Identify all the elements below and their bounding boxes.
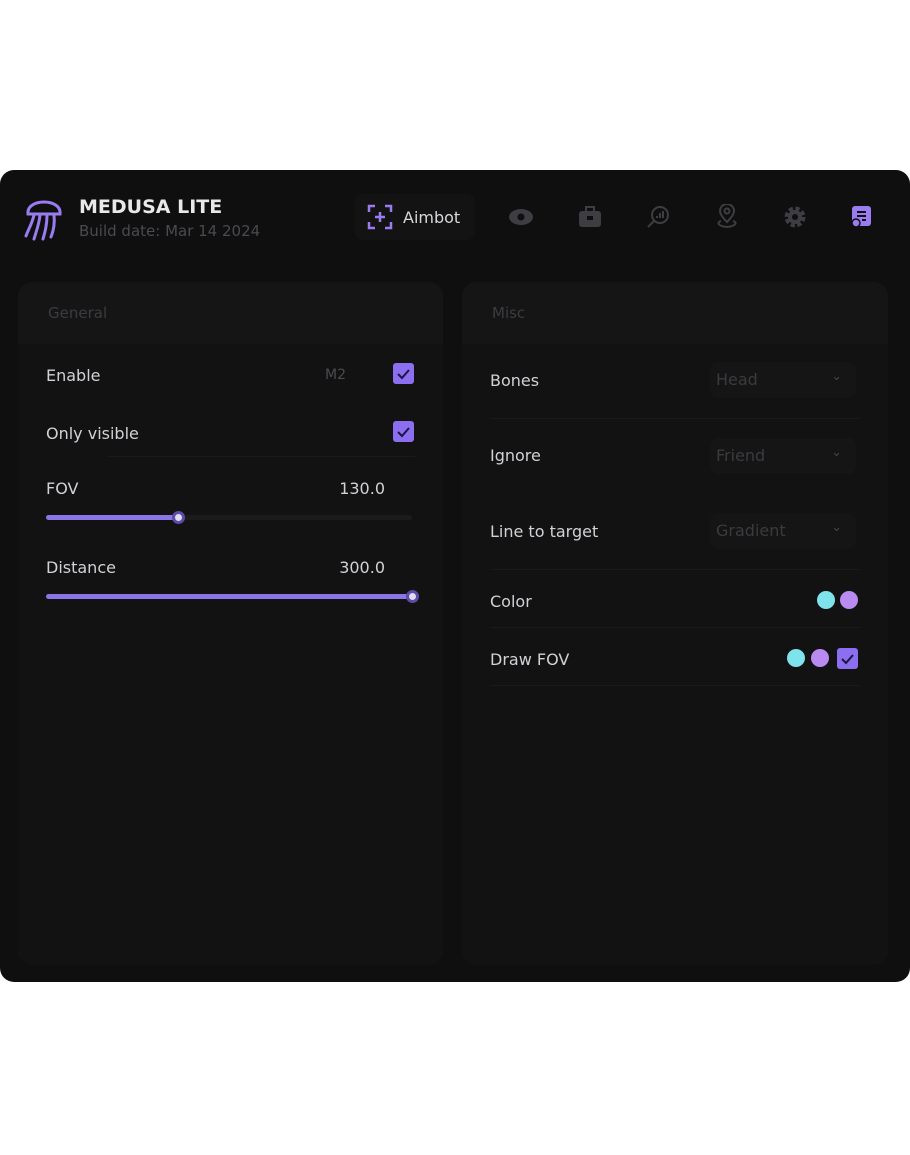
only-visible-row: Only visible (46, 424, 415, 443)
app-title: MEDUSA LITE (79, 196, 223, 218)
chevron-down-icon: ⌄ (831, 369, 842, 384)
ignore-label: Ignore (490, 446, 541, 465)
only-visible-checkbox[interactable] (393, 421, 414, 442)
enable-row: Enable M2 (46, 366, 415, 385)
line-to-target-label: Line to target (490, 522, 599, 541)
briefcase-icon[interactable] (577, 204, 603, 230)
enable-label: Enable (46, 366, 101, 385)
slider-fill (46, 594, 412, 599)
keybind[interactable]: M2 (325, 367, 346, 383)
general-panel: General Enable M2 Only visible FOV 130.0… (18, 282, 443, 965)
draw-fov-label: Draw FOV (490, 650, 570, 669)
tab-label: Aimbot (403, 207, 461, 227)
dropdown-value: Friend (716, 446, 766, 465)
bones-dropdown[interactable]: Head ⌄ (710, 362, 856, 398)
distance-value: 300.0 (339, 558, 385, 577)
line-to-target-dropdown[interactable]: Gradient ⌄ (710, 513, 856, 549)
color-swatch-cyan[interactable] (787, 649, 805, 667)
map-pin-icon[interactable] (714, 204, 740, 230)
divider (108, 456, 415, 457)
bones-label: Bones (490, 371, 540, 390)
app-window: MEDUSA LITE Build date: Mar 14 2024 Aimb… (0, 170, 910, 982)
misc-panel: Misc Bones Head ⌄ Ignore Friend ⌄ Line to … (462, 282, 888, 965)
color-swatch-violet[interactable] (811, 649, 829, 667)
gear-icon[interactable] (782, 204, 808, 230)
chevron-down-icon: ⌄ (831, 520, 842, 535)
color-swatch-violet[interactable] (840, 591, 858, 609)
eye-icon[interactable] (508, 204, 534, 230)
distance-row: Distance 300.0 (46, 558, 415, 577)
distance-slider[interactable] (46, 590, 419, 603)
chevron-down-icon: ⌄ (831, 445, 842, 460)
only-visible-label: Only visible (46, 424, 139, 443)
dropdown-value: Gradient (716, 521, 786, 540)
jellyfish-logo-icon (22, 192, 66, 246)
divider (490, 685, 860, 686)
fov-row: FOV 130.0 (46, 479, 415, 498)
tab-aimbot[interactable]: Aimbot (355, 194, 475, 240)
fov-slider[interactable] (46, 511, 412, 524)
color-label: Color (490, 592, 532, 611)
panel-title: Misc (462, 282, 888, 344)
slider-handle[interactable] (171, 511, 185, 524)
fov-value: 130.0 (339, 479, 385, 498)
panel-title: General (18, 282, 443, 344)
distance-label: Distance (46, 558, 116, 577)
enable-checkbox[interactable] (393, 363, 414, 384)
divider (490, 418, 860, 419)
ignore-dropdown[interactable]: Friend ⌄ (710, 438, 856, 474)
slider-handle[interactable] (406, 590, 419, 603)
crosshair-icon (367, 204, 393, 230)
build-date: Build date: Mar 14 2024 (79, 222, 261, 240)
draw-fov-checkbox[interactable] (837, 648, 858, 669)
divider (490, 627, 860, 628)
color-swatch-cyan[interactable] (817, 591, 835, 609)
slider-fill (46, 515, 178, 520)
search-chart-icon[interactable] (645, 204, 671, 230)
fov-label: FOV (46, 479, 79, 498)
config-icon[interactable] (848, 204, 874, 230)
dropdown-value: Head (716, 370, 758, 389)
divider (490, 569, 860, 570)
